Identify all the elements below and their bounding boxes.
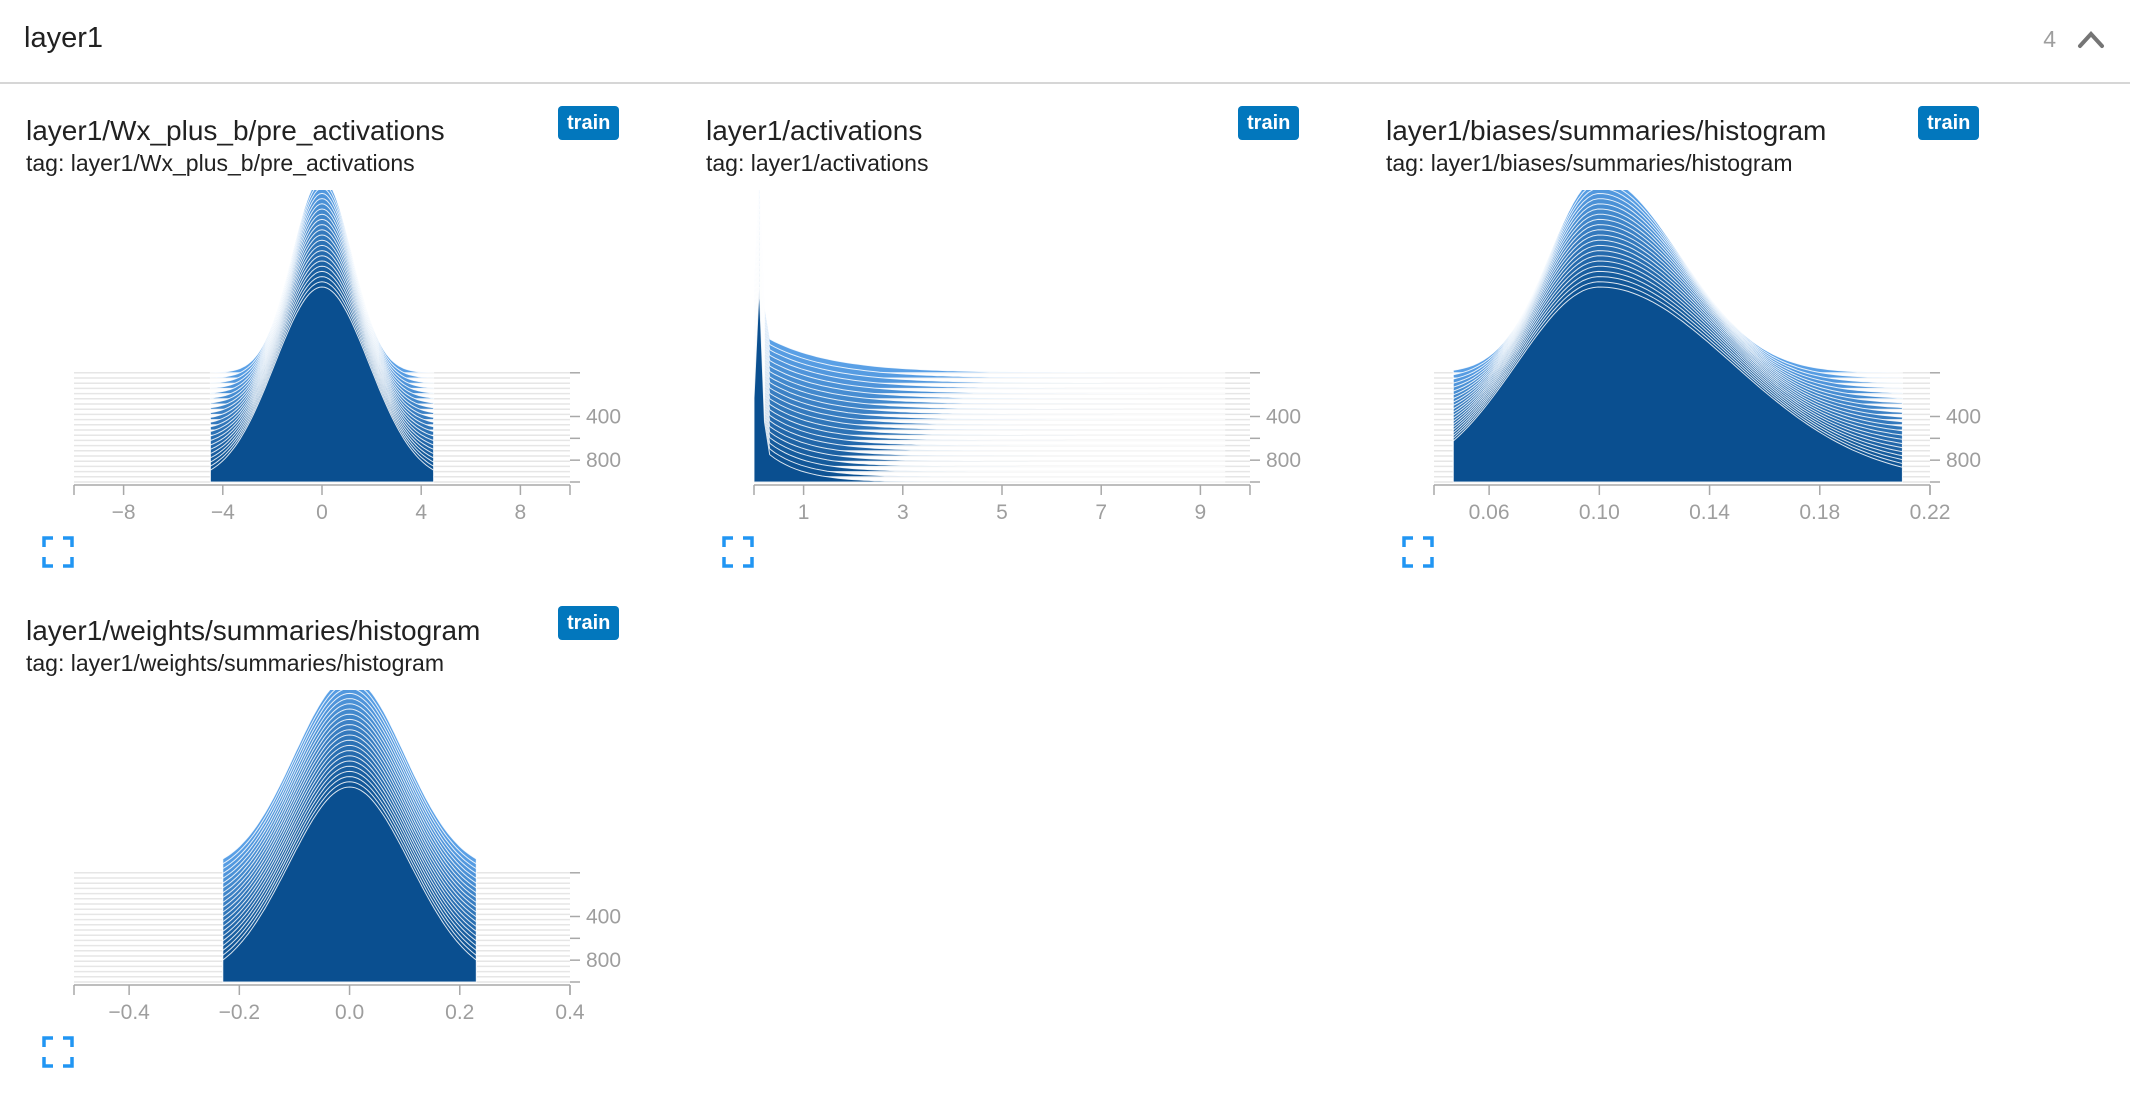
fullscreen-icon[interactable] xyxy=(722,536,754,568)
card-title: layer1/biases/summaries/histogram xyxy=(1386,115,1827,146)
card-title: layer1/weights/summaries/histogram xyxy=(26,615,481,646)
y-tick-label: 400 xyxy=(1946,405,1981,428)
x-tick-label: −0.4 xyxy=(108,1001,150,1024)
y-tick-label: 400 xyxy=(586,405,621,428)
histogram-slice xyxy=(753,219,1226,415)
histogram-chart: −0.4 −0.2 0.0 0.2 0.4 400 800 xyxy=(73,690,621,1024)
x-tick-label: −4 xyxy=(211,501,235,524)
x-tick-label: 8 xyxy=(515,501,527,524)
histogram-slice xyxy=(753,260,1226,457)
x-tick-label: 0.10 xyxy=(1579,501,1620,524)
histogram-chart: 0.06 0.10 0.14 0.18 0.22 400 800 xyxy=(1433,190,1981,524)
run-badge: train xyxy=(558,106,620,140)
card-tag: tag: layer1/biases/summaries/histogram xyxy=(1386,150,1793,176)
y-tick-label: 800 xyxy=(586,449,621,472)
chevron-up-icon[interactable] xyxy=(2076,28,2106,52)
histogram-chart: −8 −4 0 4 8 400 800 xyxy=(73,190,621,524)
x-tick-label: 0.18 xyxy=(1799,501,1840,524)
x-tick-label: −8 xyxy=(112,501,136,524)
y-tick-label: 800 xyxy=(1946,449,1981,472)
x-tick-label: 0.2 xyxy=(445,1001,474,1024)
pane-title: layer1 xyxy=(24,22,103,54)
histogram-slice xyxy=(753,203,1226,400)
pane-header: layer1 4 xyxy=(0,0,2130,84)
card-tag: tag: layer1/activations xyxy=(706,150,929,176)
run-badge: train xyxy=(1238,106,1300,140)
histogram-slice xyxy=(753,190,1226,384)
histogram-slice xyxy=(753,250,1226,447)
x-tick-label: 4 xyxy=(415,501,427,524)
histogram-card: layer1/weights/summaries/histogram tag: … xyxy=(0,500,640,1068)
histogram-slice xyxy=(753,190,1226,379)
y-tick-label: 400 xyxy=(1266,405,1301,428)
fullscreen-icon[interactable] xyxy=(42,1036,74,1068)
y-tick-label: 400 xyxy=(586,905,621,928)
x-tick-label: 1 xyxy=(798,501,810,524)
histogram-chart: 1 3 5 7 9 400 800 xyxy=(753,190,1301,524)
x-tick-label: −0.2 xyxy=(219,1001,260,1024)
histogram-slice xyxy=(753,271,1226,467)
histogram-slice xyxy=(1452,286,1903,483)
histogram-slice xyxy=(753,286,1226,483)
histogram-slice xyxy=(753,240,1226,436)
histogram-slice xyxy=(753,193,1226,389)
x-tick-label: 0.06 xyxy=(1469,501,1510,524)
histogram-card: layer1/activations tag: layer1/activatio… xyxy=(680,0,1320,568)
histogram-slice xyxy=(753,229,1226,426)
histogram-slice xyxy=(753,266,1226,462)
histogram-slice xyxy=(753,245,1226,441)
histogram-slice xyxy=(753,198,1226,395)
histogram-slice xyxy=(209,286,435,483)
x-tick-label: 0.22 xyxy=(1910,501,1951,524)
fullscreen-icon[interactable] xyxy=(1402,536,1434,568)
x-tick-label: 0.14 xyxy=(1689,501,1730,524)
x-tick-label: 0.0 xyxy=(335,1001,364,1024)
histogram-slice xyxy=(753,190,1226,374)
histogram-slice xyxy=(753,255,1226,452)
fullscreen-icon[interactable] xyxy=(42,536,74,568)
card-count: 4 xyxy=(2043,26,2056,52)
run-badge: train xyxy=(1918,106,1980,140)
card-tag: tag: layer1/weights/summaries/histogram xyxy=(26,650,444,676)
y-tick-label: 800 xyxy=(1266,449,1301,472)
histogram-slice xyxy=(753,276,1226,473)
histogram-slice xyxy=(753,214,1226,410)
x-tick-label: 9 xyxy=(1195,501,1207,524)
x-tick-label: 0 xyxy=(316,501,328,524)
histogram-slice xyxy=(753,234,1226,431)
run-badge: train xyxy=(558,606,620,640)
x-tick-label: 3 xyxy=(897,501,909,524)
card-title: layer1/Wx_plus_b/pre_activations xyxy=(26,115,445,146)
card-title: layer1/activations xyxy=(706,115,923,146)
histogram-slice xyxy=(753,208,1226,405)
histogram-slice xyxy=(222,786,477,983)
y-tick-label: 800 xyxy=(586,949,621,972)
x-tick-label: 5 xyxy=(996,501,1008,524)
histogram-card: layer1/biases/summaries/histogram tag: l… xyxy=(1360,0,2000,568)
histogram-slice xyxy=(753,281,1226,478)
card-tag: tag: layer1/Wx_plus_b/pre_activations xyxy=(26,150,415,176)
x-tick-label: 0.4 xyxy=(555,1001,585,1024)
histogram-card: layer1/Wx_plus_b/pre_activations tag: la… xyxy=(0,0,640,568)
x-tick-label: 7 xyxy=(1095,501,1107,524)
histogram-slice xyxy=(753,224,1226,421)
